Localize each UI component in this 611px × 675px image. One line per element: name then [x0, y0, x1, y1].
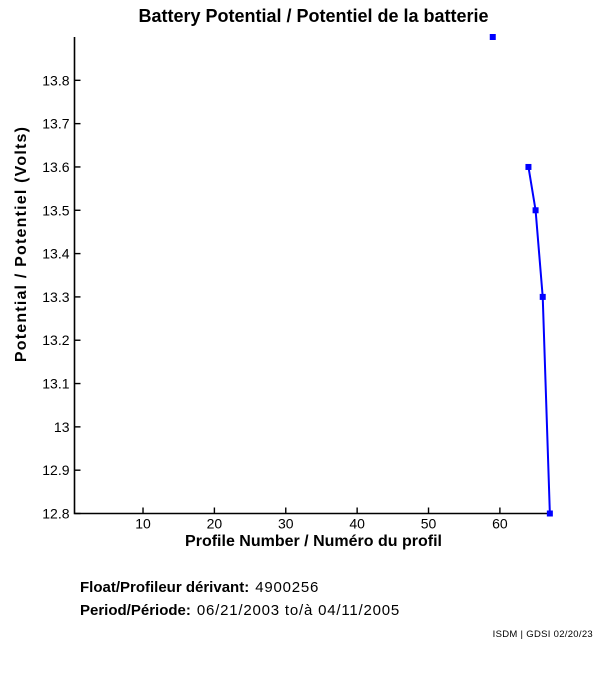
data-point-marker — [546, 510, 553, 517]
x-tick-label: 20 — [207, 516, 223, 532]
x-axis-label: Profile Number / Numéro du profil — [185, 533, 442, 550]
x-tick-label: 50 — [421, 516, 437, 532]
x-tick-label: 40 — [349, 516, 365, 532]
y-tick-label: 13.5 — [42, 202, 69, 218]
float-id-value: 4900256 — [255, 579, 320, 596]
data-point-marker — [489, 34, 496, 40]
y-tick-label: 12.8 — [42, 506, 69, 522]
data-point-marker — [525, 163, 532, 170]
y-tick-label: 13.4 — [42, 246, 69, 262]
data-point-marker — [532, 207, 539, 214]
x-tick-label: 10 — [135, 516, 151, 532]
data-series-line — [527, 166, 551, 514]
data-point-marker — [539, 293, 546, 300]
y-tick-label: 13.6 — [42, 159, 69, 175]
period-line: Period/Période: 06/21/2003 to/à 04/11/200… — [80, 603, 400, 618]
period-label: Period/Période: — [80, 602, 191, 619]
axes-lines — [73, 37, 552, 515]
watermark-text: ISDM | GDSI 02/20/23 — [492, 629, 593, 640]
x-tick-label: 30 — [278, 516, 294, 532]
float-id-line: Float/Profileur dérivant: 4900256 — [80, 580, 319, 595]
x-tick-label: 60 — [492, 516, 508, 532]
y-axis-label: Potential / Potentiel (Volts) — [13, 125, 30, 363]
y-tick-label: 13 — [54, 419, 70, 435]
float-id-label: Float/Profileur dérivant: — [80, 579, 250, 596]
y-tick-label: 13.7 — [42, 116, 69, 132]
y-tick-label: 13.1 — [42, 376, 69, 392]
y-tick-label: 13.2 — [42, 332, 69, 348]
y-tick-label: 12.9 — [42, 462, 69, 478]
period-value: 06/21/2003 to/à 04/11/2005 — [196, 602, 401, 619]
y-tick-label: 13.8 — [42, 72, 69, 88]
y-tick-label: 13.3 — [42, 289, 69, 305]
chart-title: Battery Potential / Potentiel de la batt… — [138, 6, 489, 26]
